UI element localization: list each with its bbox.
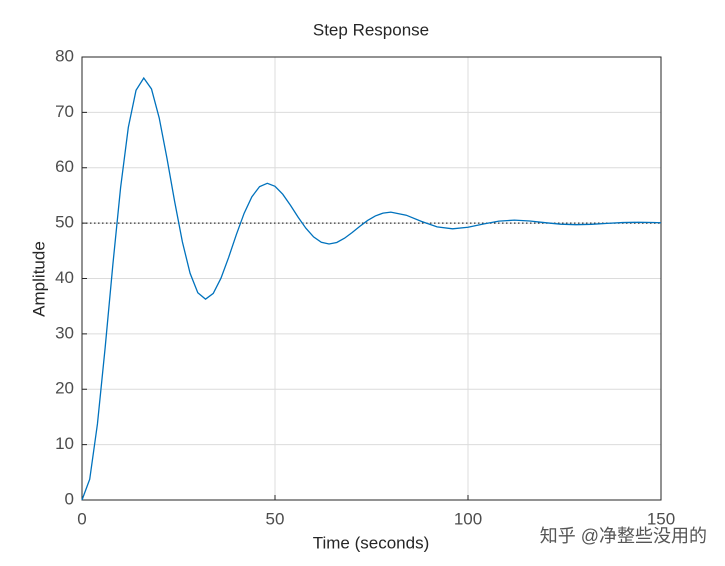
y-tick-label: 80 xyxy=(55,46,74,65)
y-axis-label: Amplitude xyxy=(29,241,48,317)
plot-frame xyxy=(81,56,662,501)
x-tick-label: 0 xyxy=(77,509,86,528)
x-axis-label: Time (seconds) xyxy=(313,533,430,552)
y-tick-label: 50 xyxy=(55,213,74,232)
x-tick-label: 100 xyxy=(454,509,482,528)
response-line xyxy=(81,76,662,501)
y-tick-label: 10 xyxy=(55,434,74,453)
y-tick-label: 40 xyxy=(55,268,74,287)
y-tick-label: 20 xyxy=(55,379,74,398)
y-tick-label: 0 xyxy=(65,489,74,508)
y-tick-label: 30 xyxy=(55,323,74,342)
watermark: 知乎 @净整些没用的 xyxy=(540,526,707,546)
y-tick-label: 70 xyxy=(55,102,74,121)
y-tick-label: 60 xyxy=(55,157,74,176)
x-tick-label: 150 xyxy=(647,509,675,528)
chart-title: Step Response xyxy=(313,20,429,39)
x-tick-label: 50 xyxy=(266,509,285,528)
